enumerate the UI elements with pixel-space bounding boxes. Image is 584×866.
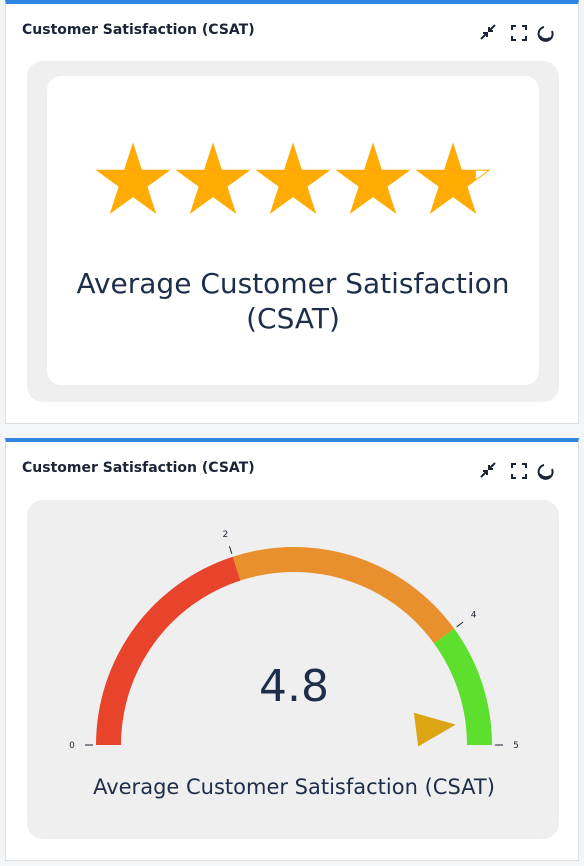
tick-mark bbox=[456, 621, 464, 628]
star-fill bbox=[336, 144, 410, 213]
gauge-chart: 0 2 4 5 4.8 Average Customer Satisfaction (CS… bbox=[69, 530, 519, 799]
star-fill bbox=[416, 144, 476, 213]
fullscreen-icon[interactable] bbox=[511, 463, 527, 479]
widget-card: Customer Satisfaction (CSAT) Average Cus… bbox=[5, 0, 579, 424]
gauge-caption: Average Customer Satisfaction (CSAT) bbox=[93, 775, 495, 799]
widget-title: Customer Satisfaction (CSAT) bbox=[22, 460, 255, 476]
star-fill bbox=[176, 144, 250, 213]
chart-panel bbox=[27, 61, 559, 402]
chart-card bbox=[47, 76, 539, 385]
tick-mark bbox=[228, 546, 233, 554]
tick-label: 4 bbox=[471, 611, 477, 621]
widget-title: Customer Satisfaction (CSAT) bbox=[22, 22, 255, 38]
widget-toolbar bbox=[480, 462, 554, 480]
gauge-band bbox=[96, 556, 241, 745]
tick-label: 0 bbox=[69, 741, 75, 751]
gauge-value: 4.8 bbox=[259, 661, 329, 712]
rating-caption: Average Customer Satisfaction (CSAT) bbox=[76, 267, 510, 335]
tick-label: 5 bbox=[513, 741, 519, 751]
star-fill bbox=[256, 144, 330, 213]
rating-chart bbox=[95, 142, 491, 215]
widget-card: Customer Satisfaction (CSAT) 0 2 4 5 4.8 Aver… bbox=[5, 438, 579, 861]
refresh-icon[interactable] bbox=[537, 464, 554, 480]
collapse-icon[interactable] bbox=[480, 24, 496, 40]
refresh-icon[interactable] bbox=[537, 26, 554, 42]
widget-toolbar bbox=[480, 24, 554, 42]
gauge-band bbox=[433, 628, 492, 745]
gauge-pointer bbox=[413, 712, 456, 747]
star-fill bbox=[96, 144, 170, 213]
collapse-icon[interactable] bbox=[480, 462, 496, 478]
fullscreen-icon[interactable] bbox=[511, 25, 527, 41]
tick-label: 2 bbox=[223, 530, 229, 540]
gauge-band bbox=[232, 547, 455, 644]
